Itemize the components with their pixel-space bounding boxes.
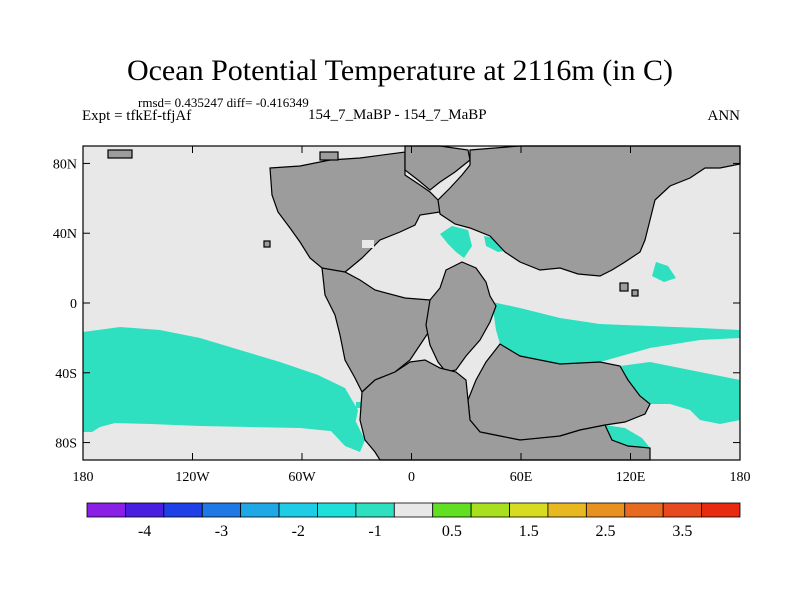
x-tick-label: 120W: [175, 470, 210, 485]
experiment-label: Expt = tfkEf-tfjAf: [82, 108, 192, 124]
north-america: [269, 151, 441, 277]
south-america: [321, 267, 441, 393]
colorbar-swatch: [509, 502, 549, 518]
colorbar-swatch: [240, 502, 280, 518]
colorbar-label: -4: [138, 523, 151, 540]
season-label: ANN: [707, 108, 741, 124]
pacific-island-3: [631, 289, 639, 297]
colorbar-label: 3.5: [672, 523, 692, 540]
southern-pacific-anomaly: [83, 327, 358, 432]
inland-seas: [362, 240, 648, 262]
antarctic-indian-anomaly: [605, 425, 650, 448]
y-axis: 80N 40N 0 40S 80S: [53, 157, 740, 452]
experiment-names: 154_7_MaBP - 154_7_MaBP: [308, 107, 487, 123]
colorbar-swatch: [701, 502, 741, 518]
colorbar-swatch: [125, 502, 165, 518]
colorbar-label: 2.5: [596, 523, 616, 540]
pacific-island-1: [263, 240, 271, 248]
map-title: Ocean Potential Temperature at 2116m (in…: [126, 54, 674, 87]
atlantic-small-anomaly: [356, 402, 364, 408]
y-tick-label: 40S: [55, 367, 77, 382]
colorbar-swatch: [393, 502, 434, 518]
africa: [425, 261, 497, 373]
antarctic-pacific-anomaly: [330, 420, 365, 452]
colorbar-label: -2: [292, 523, 305, 540]
y-tick-label: 40N: [53, 227, 77, 242]
colorbar-swatch: [163, 502, 203, 518]
anomaly-regions: [83, 226, 740, 452]
x-tick-label: 60E: [510, 470, 533, 485]
land-masses: [107, 145, 741, 461]
colorbar-swatch: [86, 502, 126, 518]
colorbar-label: -3: [215, 523, 228, 540]
x-tick-label: 0: [408, 470, 415, 485]
stats-label: rmsd= 0.435247 diff= -0.416349: [138, 95, 309, 110]
colorbar-swatch: [432, 502, 472, 518]
colorbar-swatch: [585, 502, 626, 518]
colorbar-swatch: [278, 502, 318, 518]
colorbar-label: 0.5: [442, 523, 462, 540]
arctic-island-2: [319, 151, 339, 161]
x-tick-label: 120E: [616, 470, 646, 485]
mediterranean-anomaly: [440, 226, 472, 258]
colorbar-swatch: [547, 502, 587, 518]
colorbar-swatch: [662, 502, 702, 518]
colorbar-swatch: [201, 502, 242, 518]
arctic-island: [107, 149, 133, 159]
y-tick-label: 80S: [55, 437, 77, 452]
colorbar-swatch: [470, 502, 510, 518]
colorbar-swatch: [624, 502, 664, 518]
colorbar-label: 1.5: [519, 523, 539, 540]
pacific-small-anomaly: [652, 262, 676, 282]
colorbar-swatch: [355, 502, 395, 518]
x-tick-label: 60W: [288, 470, 316, 485]
colorbar: -4 -3 -2 -1 0.5 1.5 2.5 3.5: [86, 502, 741, 540]
southern-indian-anomaly: [620, 362, 740, 424]
y-tick-label: 80N: [53, 157, 77, 172]
indian-ocean-anomaly: [492, 302, 740, 364]
x-tick-label: 180: [73, 470, 94, 485]
x-axis: 180 120W 60W 0 60E 120E 180: [73, 146, 751, 485]
x-tick-label: 180: [730, 470, 751, 485]
colorbar-swatch: [317, 502, 357, 518]
pacific-island-2: [619, 282, 629, 292]
y-tick-label: 0: [70, 297, 77, 312]
colorbar-label: -1: [368, 523, 381, 540]
greenland: [404, 145, 471, 191]
